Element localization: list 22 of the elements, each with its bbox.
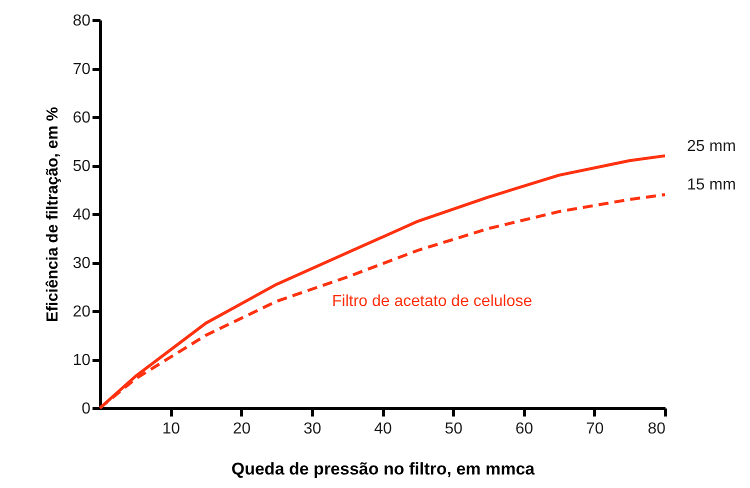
y-tick-label: 10 xyxy=(72,352,91,369)
x-tick-label: 70 xyxy=(586,420,604,438)
x-tick-label: 80 xyxy=(648,420,666,438)
series-label: 25 mm xyxy=(687,138,736,155)
x-tick-label: 30 xyxy=(303,420,322,438)
y-tick-label: 50 xyxy=(72,158,91,175)
y-tick-label: 20 xyxy=(72,304,91,320)
y-tick-label: 80 xyxy=(72,12,91,30)
y-tick-label: 40 xyxy=(72,206,91,224)
x-tick-label: 60 xyxy=(515,420,534,438)
y-axis-title: Eficiência de filtração, em % xyxy=(44,106,62,322)
x-axis-title: Queda de pressão no filtro, em mmca xyxy=(231,460,536,478)
x-tick-label: 10 xyxy=(162,420,180,438)
x-tick-label: 50 xyxy=(444,420,463,438)
y-tick-label: 0 xyxy=(82,400,91,418)
x-tick-label: 20 xyxy=(232,420,251,438)
y-tick-label: 60 xyxy=(72,110,91,126)
x-tick-label: 40 xyxy=(374,420,392,438)
y-tick-label: 30 xyxy=(72,255,91,272)
series-label: 15 mm xyxy=(687,176,736,194)
annotation: Filtro de acetato de celulose xyxy=(332,293,532,310)
y-tick-label: 70 xyxy=(72,61,91,78)
